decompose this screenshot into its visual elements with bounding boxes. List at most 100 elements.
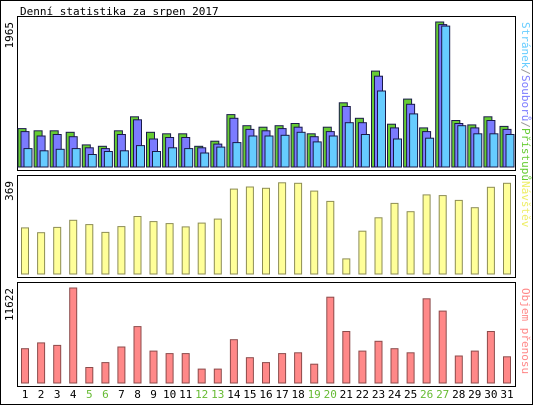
top-legend-item: / xyxy=(519,121,532,128)
bottom-bar xyxy=(454,355,463,384)
x-tick-label: 12 xyxy=(195,388,208,401)
middle-bar xyxy=(229,188,238,275)
x-tick-label: 15 xyxy=(243,388,256,401)
bottom-bar xyxy=(85,367,94,384)
bottom-bar xyxy=(21,348,29,384)
top-bar xyxy=(328,135,338,168)
bottom-bar xyxy=(262,362,270,384)
bottom-bar xyxy=(486,331,495,384)
top-bar xyxy=(103,151,113,168)
bottom-bar xyxy=(470,350,479,384)
x-tick-label: 18 xyxy=(291,388,304,401)
x-tick-label: 4 xyxy=(70,388,77,401)
middle-bar xyxy=(197,222,206,275)
middle-bar xyxy=(262,187,270,275)
bottom-bar xyxy=(422,298,431,384)
middle-bar xyxy=(181,226,190,275)
top-bar xyxy=(312,141,322,168)
bottom-ymax-label: 11622 xyxy=(3,288,16,321)
top-bar xyxy=(23,148,33,168)
bottom-bar xyxy=(390,348,399,384)
top-bar xyxy=(55,148,65,168)
middle-bar xyxy=(406,211,415,275)
middle-bar xyxy=(165,223,174,275)
x-tick-label: 30 xyxy=(484,388,497,401)
top-bar xyxy=(393,138,402,168)
top-bar xyxy=(71,148,81,168)
bottom-bar xyxy=(310,363,319,384)
x-tick-label: 20 xyxy=(324,388,337,401)
x-tick-label: 24 xyxy=(388,388,402,401)
x-tick-label: 1 xyxy=(22,388,29,401)
top-bar xyxy=(489,133,499,168)
top-bar xyxy=(184,148,194,168)
top-bar xyxy=(505,134,515,168)
x-tick-label: 28 xyxy=(452,388,465,401)
top-bar xyxy=(264,135,274,168)
x-tick-label: 2 xyxy=(38,388,45,401)
x-tick-label: 22 xyxy=(356,388,369,401)
top-bar xyxy=(152,151,161,168)
middle-bar xyxy=(390,202,399,275)
bottom-legend: Objem přenosu xyxy=(519,288,532,374)
top-bar xyxy=(248,135,258,168)
middle-bar xyxy=(37,232,46,275)
top-ymax-label: 1965 xyxy=(3,22,16,49)
middle-bar xyxy=(503,182,511,275)
x-tick-label: 21 xyxy=(340,388,353,401)
top-bar xyxy=(425,137,435,168)
top-bar xyxy=(344,122,354,168)
top-legend: Stránek/Souborů/Přístupů xyxy=(519,22,532,181)
middle-bar xyxy=(69,219,78,275)
top-legend-item: Souborů xyxy=(519,75,532,121)
x-tick-label: 25 xyxy=(404,388,417,401)
bottom-bar xyxy=(342,331,351,384)
x-tick-label: 17 xyxy=(275,388,288,401)
bottom-bar xyxy=(326,296,335,384)
top-legend-item: Přístupů xyxy=(519,128,532,181)
middle-bar xyxy=(438,195,447,275)
x-tick-label: 5 xyxy=(86,388,93,401)
x-tick-label: 23 xyxy=(372,388,385,401)
bottom-bar xyxy=(406,352,415,384)
top-bar xyxy=(216,146,226,168)
x-tick-label: 13 xyxy=(211,388,224,401)
middle-bar xyxy=(21,227,29,275)
bottom-bar xyxy=(294,352,303,384)
x-tick-label: 14 xyxy=(227,388,241,401)
middle-bar xyxy=(342,258,351,275)
x-tick-label: 6 xyxy=(102,388,109,401)
bottom-bar xyxy=(374,340,383,384)
middle-bar xyxy=(470,207,479,275)
x-tick-label: 8 xyxy=(134,388,141,401)
bottom-bar xyxy=(503,356,511,384)
middle-bar xyxy=(245,186,254,275)
x-tick-label: 19 xyxy=(308,388,321,401)
bottom-bar xyxy=(133,326,142,384)
x-tick-label: 11 xyxy=(179,388,192,401)
x-tick-label: 16 xyxy=(259,388,272,401)
middle-ymax-label: 369 xyxy=(3,181,16,201)
bottom-bar xyxy=(245,357,254,384)
top-bar xyxy=(457,125,467,168)
middle-bar xyxy=(85,224,94,275)
bottom-bar xyxy=(165,353,174,384)
top-bar xyxy=(360,134,370,168)
top-bar xyxy=(200,152,210,168)
bottom-bar xyxy=(197,368,206,384)
top-bar xyxy=(232,142,242,168)
middle-bar xyxy=(310,190,319,275)
bottom-bar xyxy=(438,310,447,384)
middle-bar xyxy=(358,230,367,275)
top-bar xyxy=(296,131,306,168)
bottom-bar xyxy=(213,368,222,384)
bottom-bar xyxy=(358,350,367,384)
middle-bar xyxy=(454,199,463,275)
top-bar xyxy=(87,154,97,168)
middle-bar xyxy=(374,217,383,275)
middle-bar xyxy=(278,182,287,275)
bottom-bar xyxy=(37,342,46,384)
chart-title: Denní statistika za srpen 2017 xyxy=(20,5,219,18)
x-tick-label: 29 xyxy=(468,388,481,401)
